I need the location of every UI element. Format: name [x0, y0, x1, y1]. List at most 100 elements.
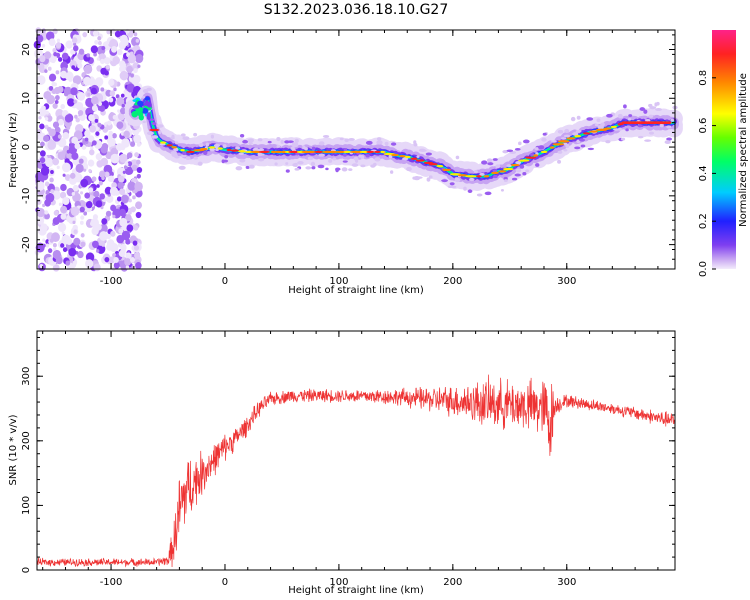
heatmap-ridge-fleck	[648, 131, 655, 135]
heatmap-noise-cell	[89, 125, 96, 133]
heatmap-ridge-fleck	[426, 177, 431, 182]
heatmap-bump-cell	[141, 108, 149, 114]
heatmap-noise-cell	[62, 247, 68, 253]
heatmap-hot-spot	[502, 167, 514, 171]
heatmap-noise-cell	[68, 247, 77, 257]
heatmap-noise-cell	[109, 186, 119, 196]
heatmap-hot-spot	[274, 150, 283, 154]
heatmap-noise-cell	[80, 241, 86, 248]
heatmap-hot-spot	[566, 137, 576, 140]
heatmap-ridge-fleck	[365, 140, 373, 145]
heatmap-noise-cell	[41, 105, 46, 111]
heatmap-noise-cell	[90, 96, 99, 105]
heatmap-hot-spot	[410, 157, 418, 160]
heatmap-noise-cell	[60, 243, 65, 248]
heatmap-hot-spot	[250, 150, 262, 154]
heatmap-ridge-fleck	[620, 137, 626, 141]
heatmap-noise-cell	[137, 64, 141, 69]
heatmap-ridge-fleck	[648, 114, 654, 118]
heatmap-ridge-fleck	[185, 156, 191, 161]
heatmap-noise-cell	[94, 118, 99, 123]
heatmap-noise-cell	[77, 250, 84, 259]
heatmap-noise-cell	[90, 146, 94, 151]
heatmap-noise-cell	[134, 152, 139, 158]
heatmap-noise-cell	[109, 90, 116, 97]
heatmap-noise-cell	[55, 42, 62, 49]
heatmap-noise-cell	[55, 70, 60, 75]
heatmap-noise-cell	[125, 265, 130, 270]
heatmap-noise-cell	[74, 142, 81, 150]
heatmap-noise-cell	[61, 162, 71, 173]
heatmap-noise-cell	[61, 231, 65, 236]
heatmap-noise-cell	[127, 161, 133, 167]
heatmap-ridge-fleck	[520, 165, 524, 169]
heatmap-noise-cell	[69, 143, 76, 151]
heatmap-noise-cell	[130, 141, 136, 147]
heatmap-noise-cell	[73, 42, 77, 46]
heatmap-noise-cell	[132, 74, 141, 84]
heatmap-ridge-fleck	[454, 177, 459, 180]
heatmap-noise-cell	[91, 104, 98, 112]
heatmap-noise-cell	[106, 243, 113, 251]
heatmap-noise-cell	[54, 100, 59, 105]
heatmap-ridge-fleck	[406, 166, 412, 172]
heatmap-bump-cell	[146, 112, 151, 119]
heatmap-ridge-fleck	[597, 125, 604, 130]
heatmap-ridge-fleck	[617, 113, 623, 118]
heatmap-ridge-fleck	[322, 134, 330, 138]
heatmap-ridge-fleck	[284, 140, 290, 144]
heatmap-hot-spot	[404, 155, 411, 159]
colorbar: 0.0 0.2 0.4 0.6 0.8 Normalized spectral ampl…	[698, 30, 749, 277]
heatmap-noise-cell	[135, 201, 143, 210]
heatmap-ridge-fleck	[318, 141, 325, 146]
heatmap-hot-spot	[589, 130, 598, 133]
heatmap-ridge-fleck	[557, 159, 562, 164]
heatmap-ridge-fleck	[198, 143, 204, 148]
heatmap-ridge-fleck	[541, 137, 547, 142]
y-tick-label: -10	[21, 188, 32, 204]
heatmap-noise-cell	[82, 32, 88, 38]
y-tick-label: -20	[21, 236, 32, 252]
heatmap-noise-cell	[84, 130, 91, 138]
heatmap-ridge-fleck	[538, 145, 545, 150]
heatmap-ridge-fleck	[514, 173, 522, 177]
heatmap-noise-cell	[110, 230, 116, 237]
heatmap-noise-cell	[48, 128, 56, 137]
heatmap-ridge-fleck	[342, 153, 347, 157]
heatmap-ridge-fleck	[428, 175, 433, 179]
y-tick-label: 20	[21, 43, 32, 56]
heatmap-noise-cell	[44, 69, 48, 73]
snr-x-ticks: -100 0 100 200 300	[42, 331, 659, 588]
heatmap-noise-cell	[119, 208, 126, 217]
heatmap-hot-spot	[552, 143, 565, 146]
heatmap-ridge-fleck	[492, 174, 498, 179]
heatmap-noise-cell	[112, 133, 117, 139]
heatmap-noise-cell	[127, 54, 137, 64]
heatmap-ridge-fleck	[344, 138, 349, 143]
heatmap-ridge-fleck	[224, 154, 229, 159]
heatmap-noise-cell	[110, 153, 120, 164]
heatmap-noise-cell	[48, 85, 54, 91]
heatmap-ridge-fleck	[235, 166, 243, 171]
heatmap-ridge-fleck	[664, 140, 671, 145]
heatmap-noise-cell	[36, 181, 45, 191]
snr-y-axis-title: SNR (10 * v/v)	[8, 414, 19, 485]
heatmap-noise-cell	[136, 166, 143, 174]
heatmap-ridge-fleck	[182, 151, 187, 156]
heatmap-noise-cell	[60, 104, 65, 110]
heatmap-ridge-fleck	[522, 139, 530, 144]
heatmap-noise-cell	[104, 171, 110, 178]
heatmap-noise-cell	[75, 163, 84, 173]
heatmap-noise-cell	[67, 90, 71, 95]
heatmap-noise-cell	[127, 181, 136, 191]
heatmap-noise-cell	[37, 62, 45, 71]
heatmap-ridge-fleck	[276, 137, 281, 142]
heatmap-noise-cell	[52, 190, 61, 200]
heatmap-ridge-fleck	[257, 138, 263, 142]
heatmap-hot-spot	[510, 163, 520, 167]
heatmap-noise-cell	[104, 256, 110, 263]
heatmap-noise-cell	[47, 66, 52, 71]
heatmap-ridge-fleck	[570, 116, 576, 122]
heatmap-noise-cell	[99, 170, 106, 178]
heatmap-hot-spot	[610, 125, 618, 129]
